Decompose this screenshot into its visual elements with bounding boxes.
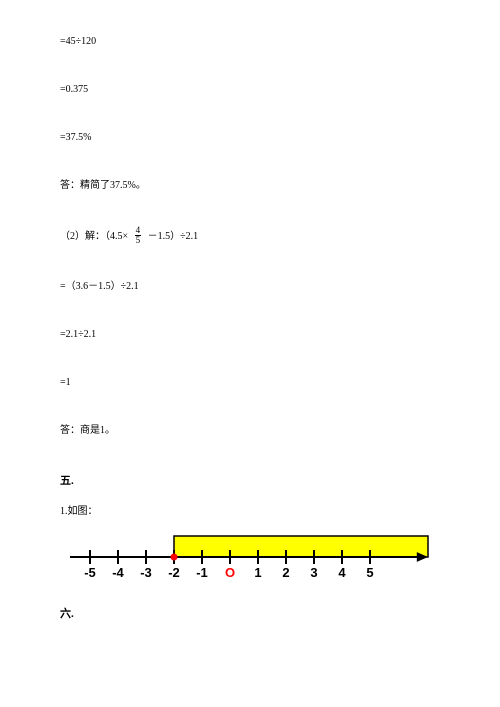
number-line-figure: -5 -4 -3 -2 -1 O 1 2 3 4 5: [60, 529, 440, 585]
step-6: =1: [60, 376, 440, 390]
svg-text:4: 4: [338, 565, 346, 580]
fraction-denominator: 5: [135, 235, 142, 245]
answer-2-prefix: 答：商是: [60, 425, 100, 436]
step-4: =（3.6－1.5）÷2.1: [60, 280, 440, 294]
question-1: 1.如图：: [60, 502, 440, 517]
step-2: =0.375: [60, 83, 440, 97]
svg-text:2: 2: [282, 565, 289, 580]
answer-2-value: 1。: [100, 425, 115, 436]
problem-2-post: －1.5）÷2.1: [148, 231, 199, 242]
svg-text:-5: -5: [84, 565, 96, 580]
section-5-heading: 五.: [60, 472, 440, 488]
svg-text:-1: -1: [196, 565, 208, 580]
fraction-numerator: 4: [135, 226, 142, 235]
svg-text:3: 3: [310, 565, 317, 580]
svg-text:O: O: [225, 565, 235, 580]
svg-text:1: 1: [254, 565, 261, 580]
step-1: =45÷120: [60, 35, 440, 49]
number-line-svg: -5 -4 -3 -2 -1 O 1 2 3 4 5: [60, 529, 430, 585]
answer-2: 答：商是1。: [60, 424, 440, 438]
step-5: =2.1÷2.1: [60, 328, 440, 342]
section-6-heading: 六.: [60, 605, 440, 621]
step-3: =37.5%: [60, 131, 440, 145]
fraction-4-5: 4 5: [135, 226, 142, 245]
svg-text:-4: -4: [112, 565, 124, 580]
answer-1-prefix: 答：精简了: [60, 180, 110, 191]
problem-2: （2）解：（4.5× 4 5 －1.5）÷2.1: [60, 227, 440, 246]
answer-1: 答：精简了37.5%。: [60, 179, 440, 193]
svg-text:-3: -3: [140, 565, 152, 580]
problem-2-pre: （2）解：（4.5×: [60, 231, 128, 242]
svg-text:5: 5: [366, 565, 373, 580]
answer-1-value: 37.5%。: [110, 180, 146, 191]
svg-text:-2: -2: [168, 565, 180, 580]
